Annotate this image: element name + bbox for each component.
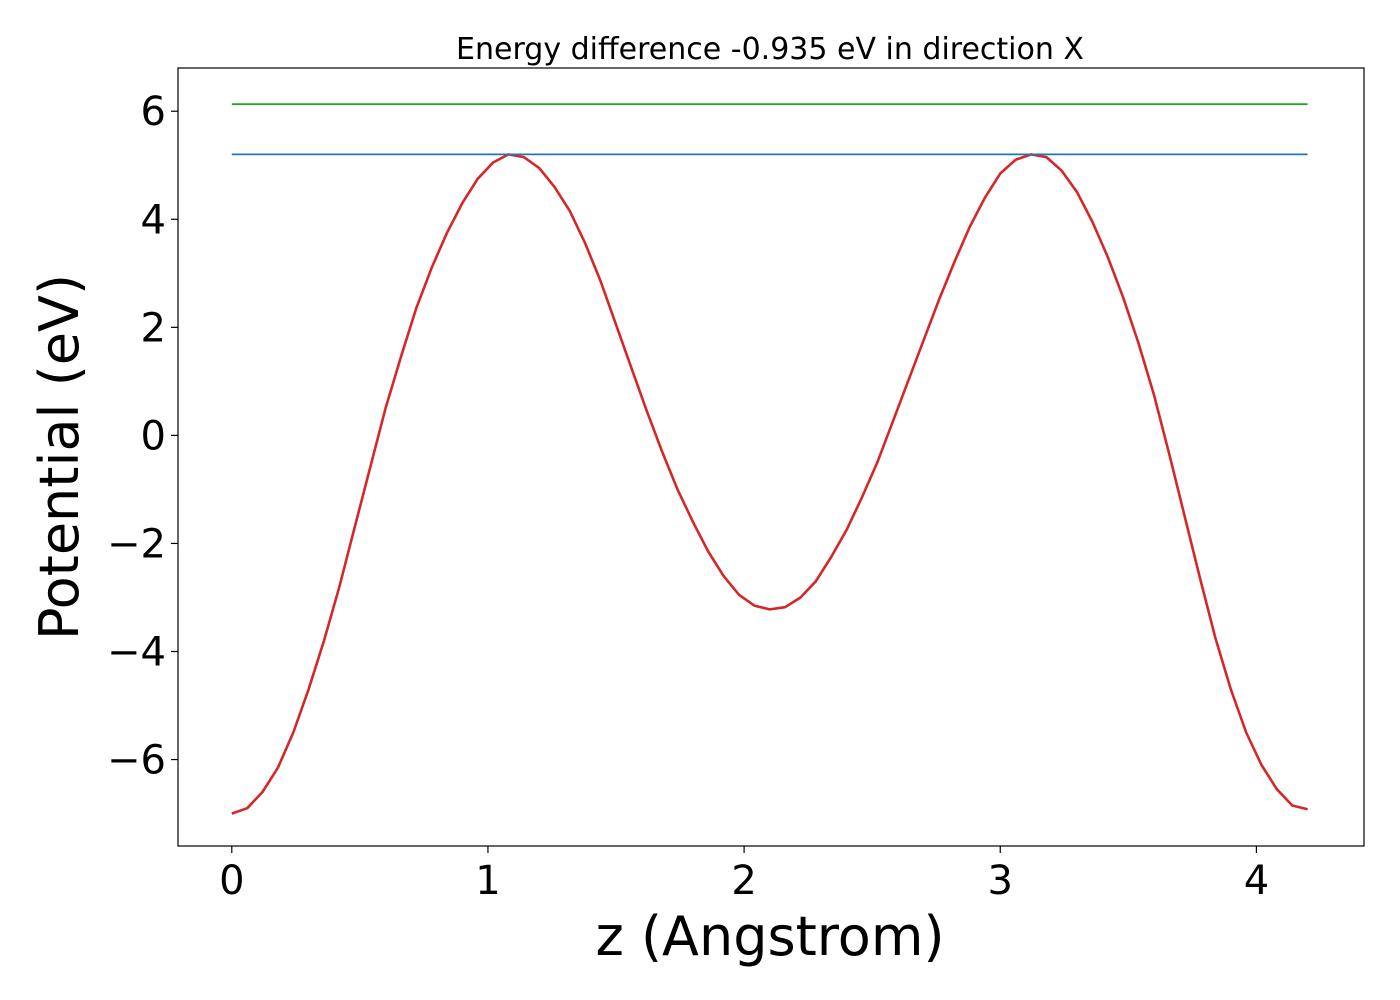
x-tick-label: 4 xyxy=(1244,858,1269,904)
y-tick-label: −6 xyxy=(107,738,166,784)
y-tick-label: −2 xyxy=(107,521,166,567)
series-line-0 xyxy=(231,153,1308,815)
series-layer xyxy=(231,103,1308,815)
y-tick-label: 2 xyxy=(141,305,166,351)
x-axis-label: z (Angstrom) xyxy=(595,905,944,968)
y-tick-label: −4 xyxy=(107,630,166,676)
x-tick-label: 3 xyxy=(988,858,1013,904)
y-axis-label: Potential (eV) xyxy=(28,274,91,640)
y-tick-label: 0 xyxy=(141,413,166,459)
y-tick-label: 6 xyxy=(141,89,166,135)
x-tick-label: 1 xyxy=(475,858,500,904)
x-tick-label: 0 xyxy=(219,858,244,904)
x-tick-label: 2 xyxy=(731,858,756,904)
y-tick-label: 4 xyxy=(141,197,166,243)
chart-title: Energy difference -0.935 eV in direction… xyxy=(456,32,1084,67)
plot-area-frame xyxy=(177,67,1365,847)
y-axis-ticks: −6 −4 −2 0 2 4 6 xyxy=(107,89,178,784)
x-axis-ticks: 0 1 2 3 4 xyxy=(219,846,1269,904)
